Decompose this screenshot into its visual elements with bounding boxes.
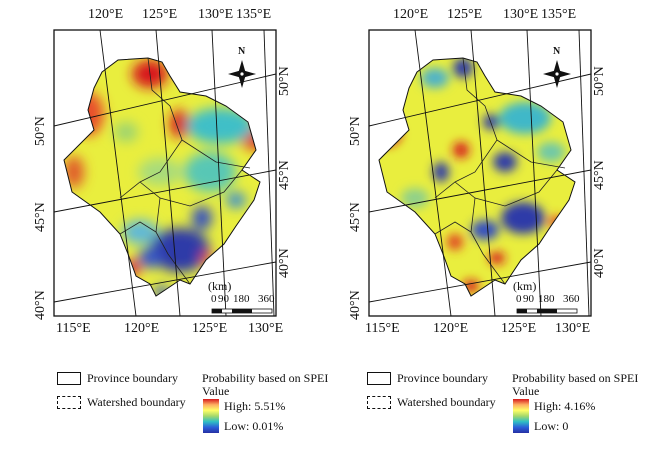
lon-label-top: 120°E <box>393 7 429 22</box>
north-arrow-icon <box>228 60 256 88</box>
lon-label-top: 130°E <box>503 7 539 22</box>
scale-tick: 180 <box>538 293 555 305</box>
lon-label-bottom: 120°E <box>124 321 160 336</box>
lat-label-right: 40°N <box>592 248 607 278</box>
lat-label-right: 50°N <box>592 66 607 96</box>
legend-high: High: 5.51% <box>224 399 286 413</box>
region-outline <box>378 57 576 297</box>
province-boundary-label: Province boundary <box>87 371 178 385</box>
scale-tick: 360 <box>258 293 275 305</box>
scale-unit: (km) <box>513 279 537 293</box>
scale-tick: 0 <box>516 293 522 305</box>
legend-low: Low: 0.01% <box>224 419 284 433</box>
scale-tick: 90 <box>523 293 534 305</box>
color-ramp <box>513 399 529 433</box>
lon-label-top: 120°E <box>88 7 124 22</box>
scale-tick: 90 <box>218 293 229 305</box>
scale-unit: (km) <box>208 279 232 293</box>
lat-label-left: 50°N <box>348 116 363 146</box>
lon-label-top: 125°E <box>447 7 483 22</box>
lon-label-bottom: 130°E <box>555 321 591 336</box>
lat-label-right: 40°N <box>277 248 292 278</box>
watershed-boundary-swatch <box>367 396 391 409</box>
province-boundary-swatch <box>57 372 81 385</box>
scale-bar <box>516 308 578 314</box>
spei-map-left: (km) 0 90 180 360 N 120°E 125°E 130°E 13… <box>30 8 292 336</box>
lon-label-bottom: 125°E <box>501 321 537 336</box>
watershed-boundary-swatch <box>57 396 81 409</box>
lat-label-right: 45°N <box>277 160 292 190</box>
legend-title: Probability based on SPEI <box>512 371 639 385</box>
lat-label-right: 45°N <box>592 160 607 190</box>
map-frame <box>368 29 592 317</box>
lon-label-bottom: 125°E <box>192 321 228 336</box>
scale-tick: 180 <box>233 293 250 305</box>
legend-title: Probability based on SPEI <box>202 371 329 385</box>
spei-map-right: (km) 0 90 180 360 N 120°E 125°E 130°E 13… <box>345 8 607 336</box>
color-ramp <box>203 399 219 433</box>
north-label: N <box>238 46 246 57</box>
lon-label-top: 135°E <box>541 7 577 22</box>
lon-label-top: 130°E <box>198 7 234 22</box>
lon-label-bottom: 115°E <box>56 321 91 336</box>
legend-subtitle: Value <box>512 384 540 398</box>
map-frame <box>53 29 277 317</box>
province-boundaries <box>434 57 566 285</box>
legend-right: Province boundary Watershed boundary Pro… <box>367 368 660 448</box>
lon-label-bottom: 130°E <box>248 321 284 336</box>
lon-label-top: 135°E <box>236 7 272 22</box>
lat-label-left: 45°N <box>33 202 48 232</box>
scale-tick: 360 <box>563 293 580 305</box>
lat-label-left: 45°N <box>348 202 363 232</box>
lat-label-left: 40°N <box>33 290 48 320</box>
north-label: N <box>553 46 561 57</box>
legend-high: High: 4.16% <box>534 399 596 413</box>
province-boundary-label: Province boundary <box>397 371 488 385</box>
watershed-boundary-label: Watershed boundary <box>87 395 186 409</box>
lon-label-top: 125°E <box>142 7 178 22</box>
lon-label-bottom: 115°E <box>365 321 400 336</box>
graticule <box>368 29 592 317</box>
province-boundaries <box>119 57 251 285</box>
north-arrow-icon <box>543 60 571 88</box>
graticule <box>53 29 277 317</box>
scale-tick: 0 <box>211 293 217 305</box>
legend-low: Low: 0 <box>534 419 569 433</box>
legend-left: Province boundary Watershed boundary Pro… <box>57 368 357 448</box>
legend-subtitle: Value <box>202 384 230 398</box>
lat-label-right: 50°N <box>277 66 292 96</box>
lat-label-left: 50°N <box>33 116 48 146</box>
map-canvas-left <box>53 29 277 317</box>
scale-bar <box>211 308 273 314</box>
watershed-boundary-label: Watershed boundary <box>397 395 496 409</box>
province-boundary-swatch <box>367 372 391 385</box>
map-canvas-right <box>368 29 592 317</box>
lon-label-bottom: 120°E <box>433 321 469 336</box>
region-outline <box>63 57 261 297</box>
lat-label-left: 40°N <box>348 290 363 320</box>
